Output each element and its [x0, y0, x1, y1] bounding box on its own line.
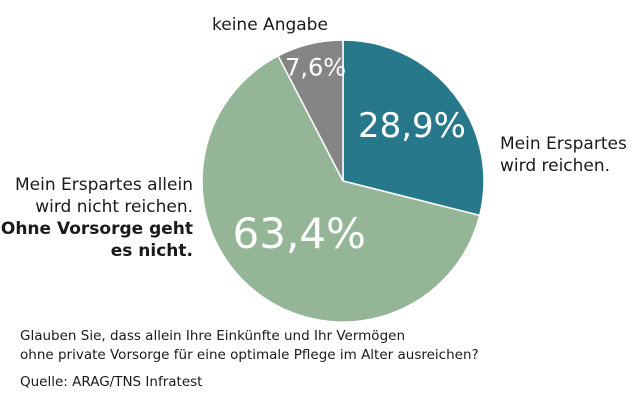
label-erspartes-line2: wird reichen. — [500, 156, 611, 176]
label-erspartes-line1: Mein Erspartes — [500, 134, 627, 154]
label-nicht-line2: wird nicht reichen. — [35, 197, 193, 217]
label-erspartes-reicht-nicht: Mein Erspartes allein wird nicht reichen… — [1, 174, 193, 262]
source-note: Quelle: ARAG/TNS Infratest — [20, 374, 203, 390]
slice-erspartes-reicht — [342, 39, 485, 217]
question-line1: Glauben Sie, dass allein Ihre Einkünfte … — [20, 328, 405, 344]
label-nicht-line3: Ohne Vorsorge geht — [0, 219, 193, 239]
label-erspartes-reicht: Mein Erspartes wird reichen. — [500, 133, 627, 177]
label-nicht-line1: Mein Erspartes allein — [14, 175, 193, 195]
slice-erspartes-reicht-nicht-value-label: 63,4% — [233, 209, 366, 258]
slice-erspartes-reicht-nicht — [201, 54, 481, 323]
label-nicht-line4: es nicht. — [110, 241, 193, 261]
slice-erspartes-reicht-value-label: 28,9% — [358, 106, 466, 146]
chart-footer: Glauben Sie, dass allein Ihre Einkünfte … — [20, 327, 479, 392]
slice-keine-angabe — [277, 39, 344, 182]
question-line2: ohne private Vorsorge für eine optimale … — [20, 347, 479, 363]
label-keine-angabe: keine Angabe — [212, 15, 328, 35]
slice-keine-angabe-value-label: 7,6% — [285, 54, 346, 82]
